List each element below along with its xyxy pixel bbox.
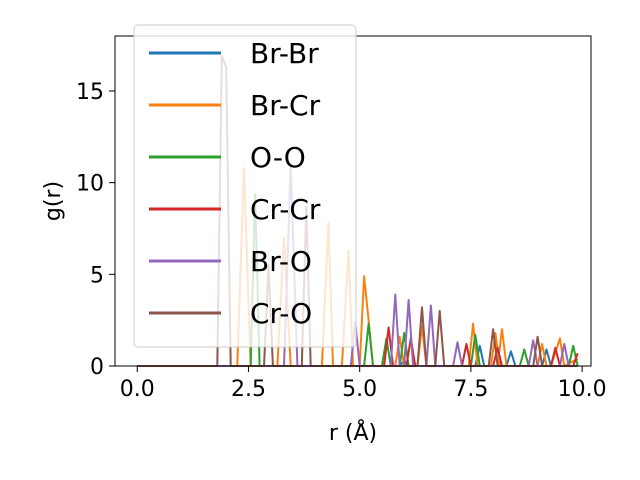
x-tick-label: 2.5 [231,377,266,402]
legend-label-o-o: O-O [250,141,306,174]
legend-label-br-cr: Br-Cr [250,89,321,122]
y-tick-label: 0 [90,355,104,380]
x-tick-label: 5.0 [342,377,377,402]
x-axis-ticks: 0.0 2.5 5.0 7.5 10.0 [120,366,607,402]
y-axis-ticks: 0 5 10 15 [76,80,115,380]
y-tick-label: 15 [76,80,104,105]
y-tick-label: 10 [76,172,104,197]
x-axis-label: r (Å) [329,419,377,446]
legend-label-cr-o: Cr-O [250,297,312,330]
legend-label-br-o: Br-O [250,245,312,278]
x-tick-label: 0.0 [120,377,155,402]
x-tick-label: 7.5 [453,377,488,402]
series-line-cr-cr [137,326,579,367]
legend-box [133,24,357,348]
legend-label-cr-cr: Cr-Cr [250,193,321,226]
y-tick-label: 5 [90,263,104,288]
y-axis-label: g(r) [41,181,66,221]
legend-label-br-br: Br-Br [250,37,319,70]
legend: Br-Br Br-Cr O-O Cr-Cr Br-O Cr-O [133,24,357,348]
x-tick-label: 10.0 [558,377,607,402]
